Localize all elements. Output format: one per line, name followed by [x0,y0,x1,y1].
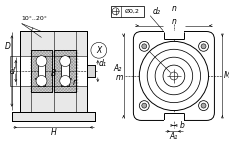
Circle shape [36,56,47,67]
Text: n: n [171,4,176,13]
Text: d: d [10,67,15,75]
Bar [30,50,52,92]
Bar [87,65,94,77]
Circle shape [60,75,70,86]
Bar [163,32,183,39]
Bar [110,6,144,17]
FancyBboxPatch shape [133,32,213,120]
Bar [20,30,87,112]
Bar [12,112,94,121]
Circle shape [139,101,149,111]
Circle shape [139,41,149,51]
Text: H: H [50,128,56,137]
Circle shape [162,65,184,87]
Bar [163,120,183,121]
Bar [37,56,45,86]
Bar [20,56,87,86]
Circle shape [169,72,177,80]
Text: r: r [72,78,75,87]
Bar [163,31,183,32]
Text: m: m [115,73,123,82]
Circle shape [147,49,200,103]
Bar [30,50,52,92]
Circle shape [60,56,70,67]
Circle shape [200,103,205,108]
Circle shape [141,103,146,108]
Circle shape [141,44,146,49]
Text: D: D [5,42,11,51]
Text: b: b [179,121,183,130]
Text: n: n [171,17,176,26]
Bar [20,30,87,112]
Circle shape [36,75,47,86]
Bar [37,56,45,86]
Text: M: M [223,71,229,81]
Bar [54,50,76,92]
Text: X: X [96,46,101,55]
Bar [12,112,94,121]
Text: d₂: d₂ [152,7,159,16]
Bar [54,50,76,92]
Text: Ø0,2: Ø0,2 [124,9,139,14]
Bar [61,56,69,86]
Text: d₁: d₁ [98,59,106,68]
Bar [61,56,69,86]
Text: A₁: A₁ [169,132,177,141]
Text: 10°..20°: 10°..20° [22,16,47,21]
Circle shape [198,101,207,111]
Circle shape [200,44,205,49]
Circle shape [198,41,207,51]
Text: A₂: A₂ [113,64,121,73]
Circle shape [154,57,192,95]
Text: B: B [51,69,56,78]
Circle shape [139,41,207,111]
Bar [163,112,183,120]
Bar [87,65,94,77]
